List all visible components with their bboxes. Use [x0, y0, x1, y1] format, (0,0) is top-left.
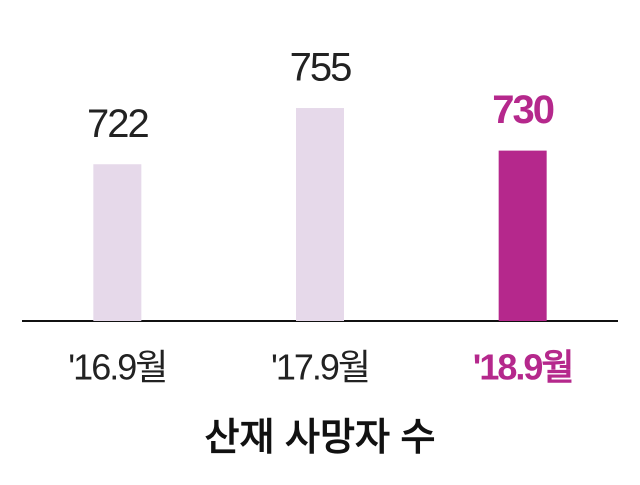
value-label: 755	[290, 46, 351, 90]
x-tick-label: '17.9월	[271, 347, 369, 388]
value-label: 722	[87, 102, 148, 146]
bar	[498, 150, 547, 321]
x-tick-label: '18.9월	[473, 347, 573, 388]
x-tick-label: '16.9월	[68, 347, 166, 388]
chart-title: 산재 사망자 수	[205, 417, 436, 459]
bar	[93, 164, 142, 321]
bar	[296, 108, 344, 322]
value-label: 730	[492, 88, 553, 132]
